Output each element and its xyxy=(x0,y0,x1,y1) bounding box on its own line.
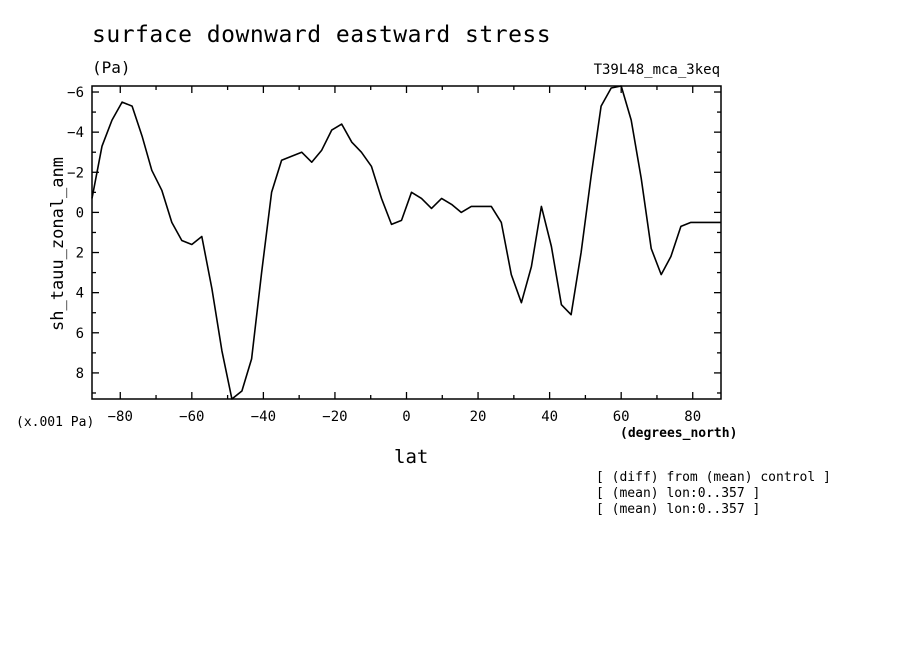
x-tick-label: −20 xyxy=(322,409,347,425)
x-tick-label: −80 xyxy=(108,409,133,425)
y-scale-note: (x.001 Pa) xyxy=(16,415,95,430)
x-tick-label: −60 xyxy=(179,409,204,425)
x-axis-label: lat xyxy=(394,446,429,468)
y-tick-label: 6 xyxy=(76,326,84,342)
y-tick-label: −6 xyxy=(67,85,84,101)
y-tick-label: 0 xyxy=(76,205,84,221)
note-line: [ (mean) lon:0..357 ] xyxy=(596,486,761,501)
data-line xyxy=(91,85,721,400)
y-tick-label: −2 xyxy=(67,165,84,181)
x-units-label: (degrees_north) xyxy=(620,426,738,441)
y-tick-label: 2 xyxy=(76,246,84,262)
x-tick-label: 20 xyxy=(470,409,487,425)
y-tick-label: −4 xyxy=(67,125,84,141)
x-tick-label: 0 xyxy=(402,409,410,425)
note-line: [ (diff) from (mean) control ] xyxy=(596,470,831,485)
x-tick-label: −40 xyxy=(251,409,276,425)
run-id-label: T39L48_mca_3keq xyxy=(593,62,720,78)
x-tick-label: 80 xyxy=(684,409,701,425)
x-tick-label: 60 xyxy=(613,409,630,425)
note-line: [ (mean) lon:0..357 ] xyxy=(596,502,761,517)
y-tick-label: 8 xyxy=(76,366,84,382)
x-tick-label: 40 xyxy=(541,409,558,425)
units-label: (Pa) xyxy=(92,58,131,77)
tick-marks xyxy=(92,86,721,399)
y-tick-label: 4 xyxy=(76,286,84,302)
chart-title: surface downward eastward stress xyxy=(92,22,552,48)
